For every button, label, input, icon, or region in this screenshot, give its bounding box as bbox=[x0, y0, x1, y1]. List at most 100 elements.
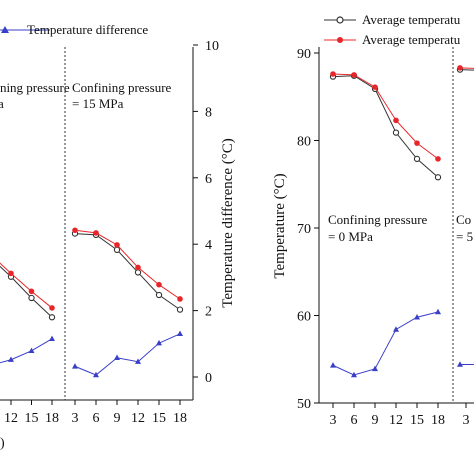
left-panel: Temperature difference fining pressure a… bbox=[0, 22, 236, 451]
left-data-point bbox=[135, 358, 141, 364]
right-data-point bbox=[372, 84, 378, 90]
left-data-point bbox=[177, 296, 183, 302]
left-y-tick-label: 2 bbox=[205, 305, 212, 320]
left-x-tick-label: 9 bbox=[114, 411, 121, 426]
right-data-point bbox=[393, 326, 399, 332]
left-x-tick-label: 6 bbox=[93, 411, 100, 426]
right-data-point bbox=[435, 156, 441, 162]
left-data-point bbox=[93, 371, 99, 378]
left-data-point bbox=[93, 230, 99, 236]
left-x-tick-label: 15 bbox=[25, 411, 39, 426]
right-data-point bbox=[330, 362, 336, 368]
right-partial-point bbox=[457, 361, 463, 367]
left-x-tick-label: 18 bbox=[45, 411, 59, 426]
right-partial-point bbox=[457, 65, 463, 71]
right-panel: Average temperatu Average temperatu Conf… bbox=[272, 12, 474, 428]
left-x-axis-label: ) bbox=[0, 436, 5, 451]
right-data-point bbox=[414, 314, 420, 320]
left-y-tick-label: 0 bbox=[205, 371, 212, 386]
right-y-tick-label: 80 bbox=[297, 135, 311, 150]
left-x-tick-label: 18 bbox=[173, 411, 187, 426]
right-data-point bbox=[393, 117, 399, 124]
left-data-point bbox=[114, 242, 120, 248]
right-data-point bbox=[392, 129, 400, 136]
right-data-point bbox=[435, 308, 441, 315]
right-legend-marker-1 bbox=[336, 16, 344, 24]
left-data-point bbox=[114, 354, 120, 360]
right-x-tick-label: 9 bbox=[372, 413, 379, 428]
left-series-line bbox=[0, 262, 53, 309]
right-data-point bbox=[351, 371, 357, 378]
left-y-tick-label: 10 bbox=[205, 39, 219, 54]
left-legend-label: Temperature difference bbox=[27, 22, 148, 37]
left-data-point bbox=[28, 347, 35, 353]
right-x-tick-label: 18 bbox=[431, 413, 445, 428]
left-data-point bbox=[28, 288, 35, 295]
right-y-axis-label: Temperature (°C) bbox=[272, 173, 288, 278]
right-x-tick-label: 15 bbox=[410, 413, 424, 428]
left-legend-marker bbox=[1, 26, 9, 33]
right-legend-marker-2 bbox=[337, 37, 343, 43]
left-y-tick-label: 8 bbox=[205, 105, 212, 120]
right-series-line bbox=[332, 311, 439, 376]
right-x-tick-label: 12 bbox=[389, 413, 403, 428]
right-data-point bbox=[372, 365, 378, 372]
left-x-tick-label: 3 bbox=[72, 411, 79, 426]
left-y-axis-label: Temperature difference (°C) bbox=[220, 138, 236, 308]
left-data-point bbox=[156, 339, 162, 346]
right-series-line bbox=[332, 75, 439, 178]
left-data-point bbox=[48, 314, 56, 321]
left-data-point bbox=[49, 305, 55, 311]
left-data-point bbox=[72, 227, 78, 234]
left-data-point bbox=[135, 264, 141, 271]
left-x-tick-label: 12 bbox=[131, 411, 145, 426]
right-x-tick-label: 3 bbox=[330, 413, 337, 428]
left-data-point bbox=[28, 294, 35, 302]
right-data-point bbox=[413, 155, 421, 163]
right-x-tick-label: 3 bbox=[463, 413, 470, 428]
left-annotation-2: a bbox=[0, 96, 4, 111]
left-series-line bbox=[0, 265, 53, 318]
left-data-point bbox=[8, 270, 14, 277]
right-annotation-1: Confining pressure bbox=[328, 212, 428, 227]
left-data-point bbox=[72, 363, 78, 369]
left-annotation-3: Confining pressure bbox=[72, 80, 172, 95]
right-y-tick-label: 60 bbox=[297, 310, 311, 325]
left-y-tick-label: 6 bbox=[205, 172, 212, 187]
left-y-tick-label: 4 bbox=[205, 238, 212, 253]
right-y-tick-label: 50 bbox=[297, 397, 311, 412]
right-legend-label-2: Average temperatu bbox=[362, 32, 461, 47]
left-data-point bbox=[8, 356, 14, 362]
right-series-line bbox=[332, 73, 439, 160]
left-annotation-1: fining pressure bbox=[0, 80, 70, 95]
left-data-point bbox=[155, 291, 163, 299]
left-series-line bbox=[74, 233, 181, 311]
left-data-point bbox=[113, 246, 121, 253]
right-data-point bbox=[330, 71, 336, 77]
right-annotation-4: = 5 bbox=[456, 229, 473, 244]
left-series-line bbox=[74, 229, 181, 300]
right-y-tick-label: 90 bbox=[297, 47, 311, 62]
right-x-tick-label: 6 bbox=[351, 413, 358, 428]
left-x-tick-label: 15 bbox=[152, 411, 166, 426]
left-series-line bbox=[74, 333, 181, 376]
left-annotation-4: = 15 MPa bbox=[72, 96, 124, 111]
left-x-tick-label: 12 bbox=[4, 411, 18, 426]
right-data-point bbox=[434, 174, 442, 181]
left-data-point bbox=[134, 269, 142, 276]
left-marks bbox=[0, 227, 184, 378]
right-data-point bbox=[351, 72, 357, 78]
left-data-point bbox=[176, 306, 184, 313]
left-series-line bbox=[0, 338, 53, 364]
right-legend-label-1: Average temperatu bbox=[362, 12, 461, 27]
left-data-point bbox=[49, 335, 55, 342]
right-marks bbox=[329, 65, 474, 378]
left-data-point bbox=[156, 281, 162, 288]
right-y-tick-label: 70 bbox=[297, 222, 311, 237]
right-data-point bbox=[414, 140, 420, 146]
left-data-point bbox=[177, 330, 183, 337]
right-annotation-2: = 0 MPa bbox=[328, 229, 373, 244]
